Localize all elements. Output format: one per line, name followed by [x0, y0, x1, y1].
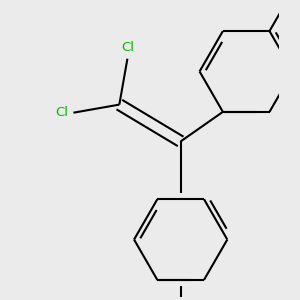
Text: Cl: Cl — [121, 41, 134, 54]
Text: Cl: Cl — [56, 106, 68, 119]
